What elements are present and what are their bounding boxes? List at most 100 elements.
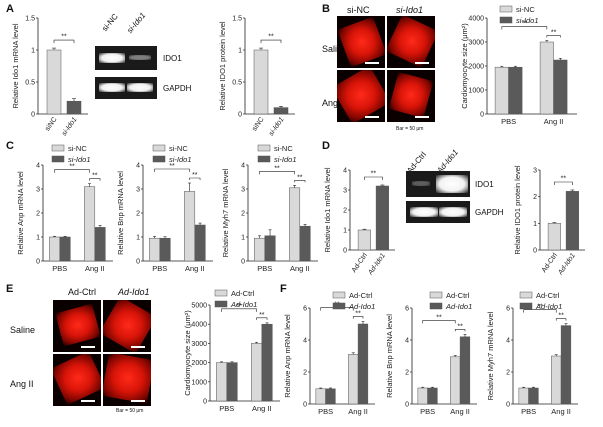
chart-e-legend-label: Ad-Ctrl <box>231 289 255 298</box>
micro-e-row-1: Saline <box>10 325 36 335</box>
chart-f1-category-label: PBS <box>318 407 333 416</box>
micrograph-b-sinc-saline <box>337 16 385 68</box>
blot-a-band-label-2: GAPDH <box>163 84 192 93</box>
micro-b-col-1: si-NC <box>347 5 370 15</box>
chart-c2-ylabel: Relative Bnp mRNA level <box>116 171 125 255</box>
chart-c1-legend-label: si-Ido1 <box>68 155 91 164</box>
chart-b-sig-label: ** <box>522 21 528 28</box>
chart-c2-legend-swatch <box>152 155 166 163</box>
chart-f1-ytick-label: 2 <box>303 370 307 377</box>
chart-c3-bar <box>254 237 266 262</box>
chart-c3-legend-label: si-NC <box>274 144 293 153</box>
chart-b-legend-label: si-NC <box>516 5 535 14</box>
chart-d1-ylabel: Relative Ido1 mRNA level <box>323 167 332 252</box>
chart-f1-ytick-label: 6 <box>303 306 307 313</box>
chart-c2-bar <box>149 237 161 262</box>
chart-c3-ytick-label: 4 <box>241 163 245 170</box>
chart-f2-legend-label: Ad-Ido1 <box>445 302 472 311</box>
chart-f1-sig-label: ** <box>355 311 361 318</box>
chart-b-bar <box>539 41 554 115</box>
chart-f1-bar <box>348 354 359 405</box>
blot-a-gapdh <box>95 77 157 99</box>
chart-a1-sig-bracket <box>53 39 75 44</box>
chart-f3-legend-swatch <box>519 302 533 310</box>
chart-a2-category-label: si-Ido1 <box>268 116 286 137</box>
chart-c2-legend-label: si-Ido1 <box>169 155 192 164</box>
micro-b-row-1: Saline <box>322 44 348 54</box>
chart-c2-bar <box>184 191 196 262</box>
chart-f2-sig-label: ** <box>436 314 442 321</box>
chart-c1-ytick-label: 3 <box>36 187 40 194</box>
micro-e-row-2: Ang II <box>10 379 34 389</box>
chart-e-sig-bracket-inner <box>256 317 268 320</box>
chart-c3-ytick-label: 1 <box>241 235 245 242</box>
chart-c1-ytick-label: 1 <box>36 235 40 242</box>
chart-f1-legend-label: Ad-Ido1 <box>348 302 375 311</box>
chart-f1-bar <box>315 388 326 405</box>
chart-f3-legend-label: Ad-Ctrl <box>536 291 560 300</box>
chart-d1-sig-bracket <box>364 176 383 180</box>
chart-f3-sig-bracket-outer <box>523 309 557 313</box>
chart-a1-category-label: siNC <box>44 116 58 132</box>
chart-c2-sig-label: ** <box>169 163 175 170</box>
chart-c1-sig-label: ** <box>92 173 98 180</box>
chart-f3-bar <box>528 387 539 405</box>
chart-e-ytick-label: 3000 <box>191 341 207 348</box>
chart-f1-ytick-label: 4 <box>303 338 307 345</box>
chart-b-legend-swatch <box>499 5 513 13</box>
chart-f3-ytick-label: 6 <box>506 306 510 313</box>
blot-d-gapdh <box>406 201 470 223</box>
chart-d1-sig-label: ** <box>371 171 377 178</box>
chart-d2-bar <box>565 191 579 251</box>
chart-f3-legend-swatch <box>519 291 533 299</box>
chart-c1-sig-bracket-inner <box>89 178 101 181</box>
chart-f1-category-label: Ang II <box>348 407 368 416</box>
chart-e-bar <box>261 323 273 402</box>
chart-c2-ytick-label: 3 <box>136 187 140 194</box>
chart-b-ytick-label: 3000 <box>468 40 484 47</box>
blot-a-ido1 <box>95 46 157 70</box>
chart-a2-sig-label: ** <box>268 34 274 41</box>
micrograph-e-adido1-angii <box>103 354 151 406</box>
micrograph-e-adctrl-angii <box>53 354 101 406</box>
chart-a1-ytick-label: 0 <box>31 112 35 119</box>
chart-a1-bar <box>46 49 62 115</box>
panel-letter-f: F <box>280 283 287 295</box>
chart-b-sig-bracket-inner <box>546 35 561 38</box>
chart-b-bar <box>508 66 523 115</box>
chart-f3-sig-bracket-inner <box>555 318 567 321</box>
chart-c1-legend-label: si-NC <box>68 144 87 153</box>
chart-f3-bar <box>560 325 572 405</box>
chart-c3-ytick-label: 2 <box>241 211 245 218</box>
chart-e-bar <box>226 362 238 402</box>
chart-f3-bar <box>518 387 529 405</box>
chart-c3-ytick-label: 0 <box>241 259 245 266</box>
micro-b-row-2: Ang II <box>322 98 346 108</box>
chart-d1-ytick-label: 2 <box>343 208 347 215</box>
chart-c3-category-label: PBS <box>257 264 272 273</box>
chart-d1-category-label: Ad-Ido1 <box>367 252 387 277</box>
chart-f3-category-label: PBS <box>521 407 536 416</box>
chart-c2-bar <box>194 224 206 262</box>
chart-f1-ytick-label: 0 <box>303 402 307 409</box>
chart-c1-sig-bracket-outer <box>54 169 90 173</box>
chart-f2-category-label: Ang II <box>450 407 470 416</box>
panel-letter-c: C <box>6 140 14 152</box>
chart-e-sig-bracket-outer <box>221 308 257 312</box>
chart-e-legend-swatch <box>214 289 228 297</box>
chart-c3-sig-bracket-outer <box>259 171 295 175</box>
chart-c2-legend-label: si-NC <box>169 144 188 153</box>
chart-a2-ytick-label: 0 <box>238 112 242 119</box>
chart-a1-category-label: si-Ido1 <box>61 116 79 137</box>
chart-f3-category-label: Ang II <box>551 407 571 416</box>
chart-e-ytick-label: 1000 <box>191 379 207 386</box>
panel-letter-b: B <box>322 3 330 15</box>
chart-e-bar <box>216 362 228 402</box>
chart-f3-ytick-label: 0 <box>506 402 510 409</box>
chart-c1-bar <box>94 227 106 262</box>
chart-d2-sig-bracket <box>554 181 573 185</box>
chart-c1-ytick-label: 2 <box>36 211 40 218</box>
chart-c2-sig-bracket-outer <box>154 168 190 172</box>
chart-c2-legend-swatch <box>152 144 166 152</box>
